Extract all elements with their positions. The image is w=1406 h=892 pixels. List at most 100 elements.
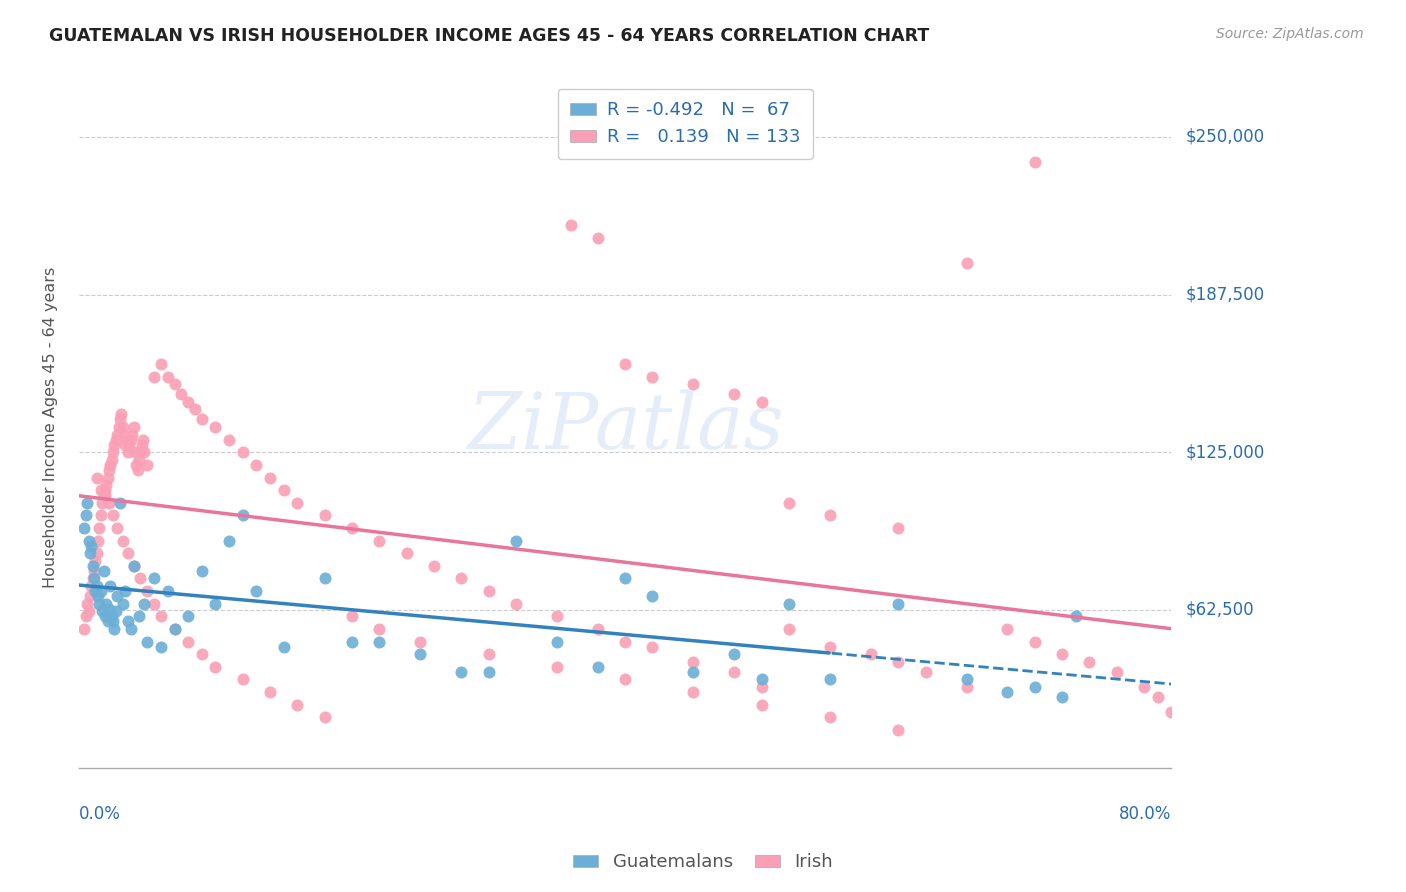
Point	[107, 420, 129, 434]
Point	[340, 634, 363, 648]
Point	[682, 665, 704, 679]
Y-axis label: Householder Income Ages 45 - 64 years: Householder Income Ages 45 - 64 years	[44, 267, 58, 588]
Point	[87, 533, 110, 548]
Point	[314, 571, 336, 585]
Point	[232, 445, 254, 459]
Point	[368, 533, 391, 548]
Point	[110, 408, 132, 422]
Point	[98, 463, 121, 477]
Point	[859, 647, 882, 661]
Point	[177, 609, 200, 624]
Point	[96, 478, 118, 492]
Point	[723, 665, 745, 679]
Point	[368, 634, 391, 648]
Point	[90, 508, 112, 523]
Point	[614, 571, 637, 585]
Point	[94, 488, 117, 502]
Point	[232, 508, 254, 523]
Point	[108, 412, 131, 426]
Point	[93, 488, 115, 502]
Point	[136, 634, 159, 648]
Point	[103, 438, 125, 452]
Point	[97, 615, 120, 629]
Point	[368, 622, 391, 636]
Point	[245, 584, 267, 599]
Point	[156, 584, 179, 599]
Point	[546, 609, 568, 624]
Point	[122, 558, 145, 573]
Point	[218, 433, 240, 447]
Point	[132, 433, 155, 447]
Point	[273, 483, 295, 497]
Point	[287, 496, 309, 510]
Point	[86, 579, 108, 593]
Point	[314, 508, 336, 523]
Point	[122, 420, 145, 434]
Point	[314, 710, 336, 724]
Point	[101, 508, 124, 523]
Point	[128, 453, 150, 467]
Point	[136, 584, 159, 599]
Point	[955, 256, 977, 270]
Point	[395, 546, 418, 560]
Point	[191, 647, 214, 661]
Point	[887, 521, 910, 535]
Point	[143, 571, 166, 585]
Point	[149, 609, 172, 624]
Point	[94, 483, 117, 497]
Point	[80, 579, 103, 593]
Legend: R = -0.492   N =  67, R =   0.139   N = 133: R = -0.492 N = 67, R = 0.139 N = 133	[558, 88, 813, 159]
Point	[91, 496, 114, 510]
Point	[104, 433, 127, 447]
Point	[84, 554, 107, 568]
Point	[641, 369, 664, 384]
Point	[115, 433, 138, 447]
Text: $250,000: $250,000	[1185, 128, 1264, 145]
Point	[125, 458, 148, 472]
Point	[83, 571, 105, 585]
Point	[91, 604, 114, 618]
Point	[641, 589, 664, 603]
Point	[191, 412, 214, 426]
Point	[76, 597, 98, 611]
Point	[505, 533, 527, 548]
Point	[1078, 655, 1101, 669]
Point	[614, 357, 637, 371]
Point	[818, 710, 841, 724]
Point	[273, 640, 295, 654]
Point	[105, 521, 128, 535]
Point	[124, 445, 146, 459]
Point	[97, 470, 120, 484]
Text: $62,500: $62,500	[1185, 601, 1254, 619]
Point	[259, 470, 281, 484]
Point	[778, 496, 800, 510]
Point	[546, 634, 568, 648]
Point	[100, 609, 122, 624]
Text: $187,500: $187,500	[1185, 285, 1264, 303]
Point	[90, 584, 112, 599]
Point	[117, 546, 139, 560]
Point	[129, 571, 152, 585]
Point	[287, 698, 309, 712]
Point	[204, 659, 226, 673]
Text: 80.0%: 80.0%	[1119, 805, 1171, 823]
Point	[997, 622, 1019, 636]
Point	[98, 458, 121, 472]
Point	[751, 394, 773, 409]
Point	[104, 604, 127, 618]
Point	[93, 564, 115, 578]
Text: $125,000: $125,000	[1185, 443, 1264, 461]
Point	[1146, 690, 1168, 704]
Point	[77, 604, 100, 618]
Text: ZiPatlas: ZiPatlas	[467, 389, 783, 466]
Point	[108, 496, 131, 510]
Point	[111, 420, 134, 434]
Point	[641, 640, 664, 654]
Point	[887, 723, 910, 737]
Point	[120, 433, 142, 447]
Point	[73, 521, 96, 535]
Point	[118, 438, 141, 452]
Point	[105, 427, 128, 442]
Point	[1050, 647, 1073, 661]
Point	[914, 665, 936, 679]
